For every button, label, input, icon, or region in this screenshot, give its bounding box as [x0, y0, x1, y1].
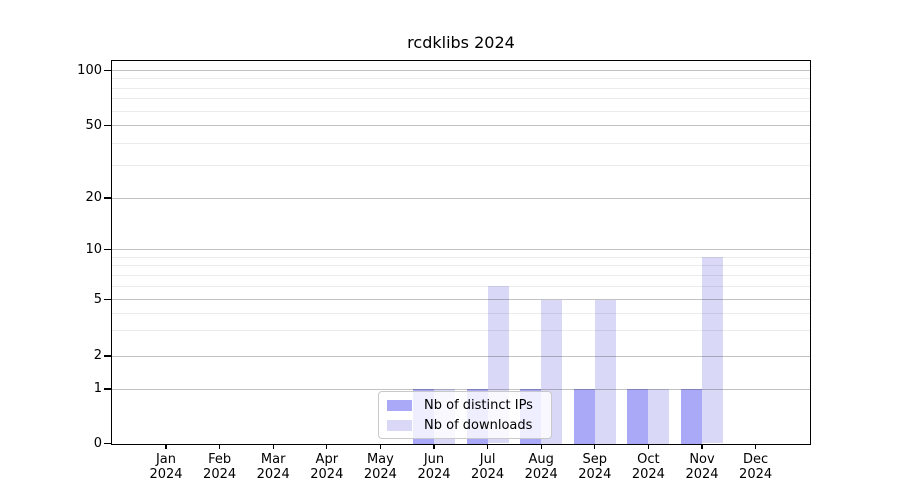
x-tick-month: Jun — [423, 452, 445, 467]
x-tick-label: Dec 2024 — [721, 452, 791, 482]
x-tick-year: 2024 — [685, 467, 719, 482]
legend: Nb of distinct IPs Nb of downloads — [378, 391, 552, 439]
x-tick-month: Feb — [208, 452, 232, 467]
x-tick-year: 2024 — [417, 467, 451, 482]
x-tick-label: Mar 2024 — [238, 452, 308, 482]
x-tick-label: Feb 2024 — [185, 452, 255, 482]
bar-downloads-oct — [648, 389, 670, 444]
x-tick-label: May 2024 — [345, 452, 415, 482]
x-tick-mark — [647, 444, 650, 449]
y-tick-label: 20 — [85, 190, 102, 205]
x-tick-year: 2024 — [149, 467, 183, 482]
gridline-minor — [112, 165, 810, 167]
x-tick-mark — [486, 444, 489, 449]
y-tick-mark — [104, 197, 111, 199]
legend-label: Nb of downloads — [424, 417, 533, 433]
bar-distinct-ips-oct — [627, 389, 649, 444]
x-tick-month: Sep — [582, 452, 608, 467]
x-tick-month: Jul — [479, 452, 496, 467]
x-tick-month: Nov — [689, 452, 715, 467]
y-tick-mark — [104, 355, 111, 357]
x-tick-year: 2024 — [310, 467, 344, 482]
y-tick-label: 1 — [93, 381, 102, 396]
x-tick-year: 2024 — [578, 467, 612, 482]
legend-item: Nb of downloads — [387, 419, 551, 432]
x-tick-year: 2024 — [471, 467, 505, 482]
legend-item: Nb of distinct IPs — [387, 399, 551, 412]
gridline-minor — [112, 110, 810, 112]
y-tick-label: 0 — [93, 435, 102, 451]
x-tick-year: 2024 — [524, 467, 558, 482]
gridline-major — [112, 197, 810, 199]
x-tick-label: Jul 2024 — [453, 452, 523, 482]
x-tick-year: 2024 — [631, 467, 665, 482]
x-tick-month: May — [366, 452, 394, 467]
x-tick-mark — [326, 444, 328, 449]
x-tick-label: Apr 2024 — [292, 452, 362, 482]
y-tick-label: 2 — [93, 348, 102, 363]
x-tick-month: Aug — [528, 452, 554, 467]
x-tick-label: Oct 2024 — [613, 452, 683, 482]
bar-downloads-nov — [702, 257, 723, 444]
y-tick-mark — [104, 388, 111, 390]
x-tick-year: 2024 — [363, 467, 397, 482]
y-tick-mark — [104, 124, 111, 127]
downloads-swatch — [387, 419, 412, 431]
distinct-ips-swatch — [387, 399, 412, 411]
x-tick-mark — [594, 444, 596, 449]
x-tick-mark — [540, 444, 542, 449]
gridline-major — [112, 249, 810, 250]
legend-label: Nb of distinct IPs — [424, 397, 533, 413]
x-tick-month: Oct — [637, 452, 660, 467]
x-tick-month: Apr — [315, 452, 339, 467]
x-tick-mark — [379, 444, 382, 449]
x-tick-mark — [754, 444, 757, 449]
gridline-minor — [112, 98, 810, 100]
x-tick-year: 2024 — [203, 467, 237, 482]
x-tick-month: Mar — [260, 452, 286, 467]
y-tick-label: 50 — [85, 117, 102, 133]
x-tick-month: Dec — [743, 452, 769, 467]
x-tick-label: Nov 2024 — [667, 452, 737, 482]
y-tick-label: 5 — [93, 291, 102, 307]
chart-title: rcdklibs 2024 — [407, 33, 515, 52]
x-tick-mark — [165, 444, 167, 449]
gridline-major — [112, 70, 810, 71]
x-tick-mark — [218, 444, 221, 449]
y-tick-mark — [104, 298, 111, 301]
x-tick-mark — [272, 444, 274, 449]
gridline-minor — [112, 78, 810, 80]
gridline-major — [112, 125, 810, 126]
bar-distinct-ips-sep — [573, 389, 595, 444]
y-tick-mark — [104, 69, 111, 72]
gridline-minor — [112, 142, 810, 144]
bar-downloads-sep — [594, 299, 616, 444]
y-tick-mark — [104, 442, 111, 445]
plot-area: Nb of distinct IPs Nb of downloads — [111, 60, 811, 445]
x-tick-month: Jan — [155, 452, 177, 467]
x-tick-year: 2024 — [256, 467, 290, 482]
x-tick-label: Sep 2024 — [560, 452, 630, 482]
y-tick-mark — [104, 248, 111, 251]
x-tick-mark — [433, 444, 435, 449]
y-tick-label: 10 — [85, 241, 102, 257]
x-tick-mark — [701, 444, 703, 449]
x-tick-label: Aug 2024 — [506, 452, 576, 482]
gridline-minor — [112, 87, 810, 89]
x-tick-year: 2024 — [739, 467, 773, 482]
y-tick-label: 100 — [77, 62, 102, 78]
x-tick-label: Jan 2024 — [131, 452, 201, 482]
x-tick-label: Jun 2024 — [399, 452, 469, 482]
bar-distinct-ips-nov — [681, 389, 702, 444]
